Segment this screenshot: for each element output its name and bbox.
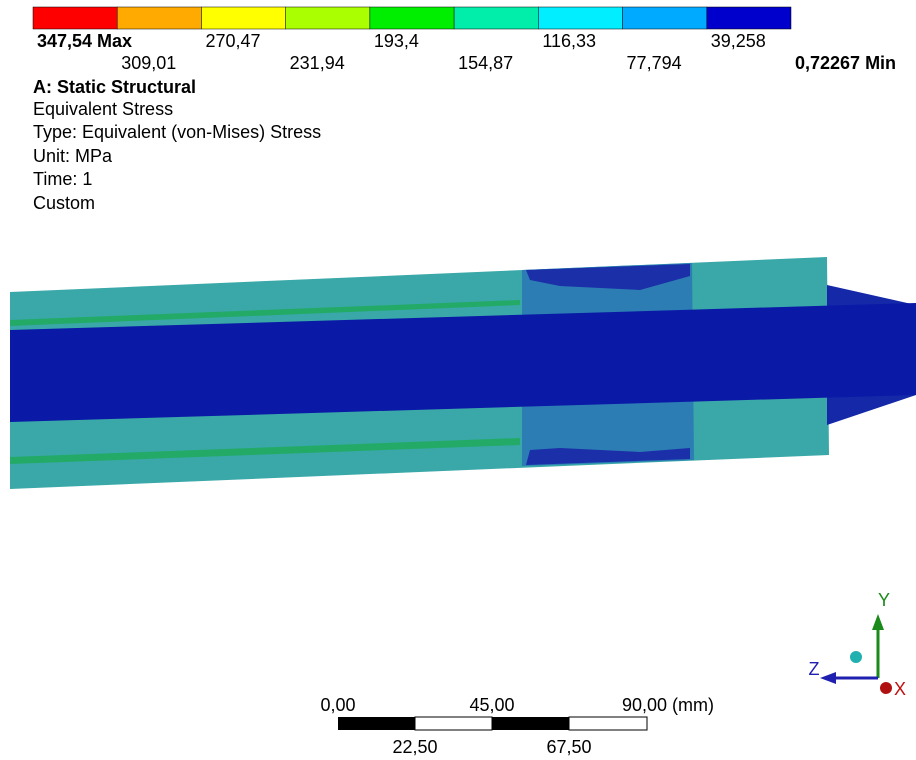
y-label: Y — [878, 590, 890, 610]
info-line: Unit: MPa — [33, 146, 113, 166]
x-axis — [880, 682, 892, 694]
legend-label: 347,54 Max — [37, 31, 132, 51]
scale-segment — [338, 717, 415, 730]
legend-band — [454, 7, 538, 29]
legend-label: 116,33 — [542, 31, 596, 51]
legend-band — [33, 7, 117, 29]
scale-label: 22,50 — [392, 737, 437, 757]
info-title: A: Static Structural — [33, 77, 196, 97]
scale-segment — [415, 717, 492, 730]
info-line: Equivalent Stress — [33, 99, 173, 119]
legend-band — [201, 7, 285, 29]
legend-band — [538, 7, 622, 29]
legend-label: 39,258 — [711, 31, 766, 51]
legend-band — [623, 7, 707, 29]
scale-label: 45,00 — [469, 695, 514, 715]
legend-band — [117, 7, 201, 29]
legend-label: 0,72267 Min — [795, 53, 896, 73]
legend-band — [370, 7, 454, 29]
scale-label: 0,00 — [320, 695, 355, 715]
legend-label: 77,794 — [627, 53, 682, 73]
z-label: Z — [809, 659, 820, 679]
scale-label: 90,00 (mm) — [622, 695, 714, 715]
info-line: Custom — [33, 193, 95, 213]
legend-label: 270,47 — [205, 31, 260, 51]
scale-segment — [569, 717, 647, 730]
legend-label: 193,4 — [374, 31, 419, 51]
viewport: 347,54 Max309,01 270,47 231,94 193,4 154,87 1… — [0, 0, 916, 760]
legend-band — [286, 7, 370, 29]
info-line: Time: 1 — [33, 169, 92, 189]
x-label: X — [894, 679, 906, 699]
scale-segment — [492, 717, 569, 730]
origin-sphere — [850, 651, 862, 663]
legend-label: 309,01 — [121, 53, 176, 73]
model — [10, 257, 916, 489]
scale-label: 67,50 — [546, 737, 591, 757]
legend-label: 154,87 — [458, 53, 513, 73]
info-line: Type: Equivalent (von-Mises) Stress — [33, 122, 321, 142]
legend-label: 231,94 — [290, 53, 345, 73]
legend-band — [707, 7, 791, 29]
